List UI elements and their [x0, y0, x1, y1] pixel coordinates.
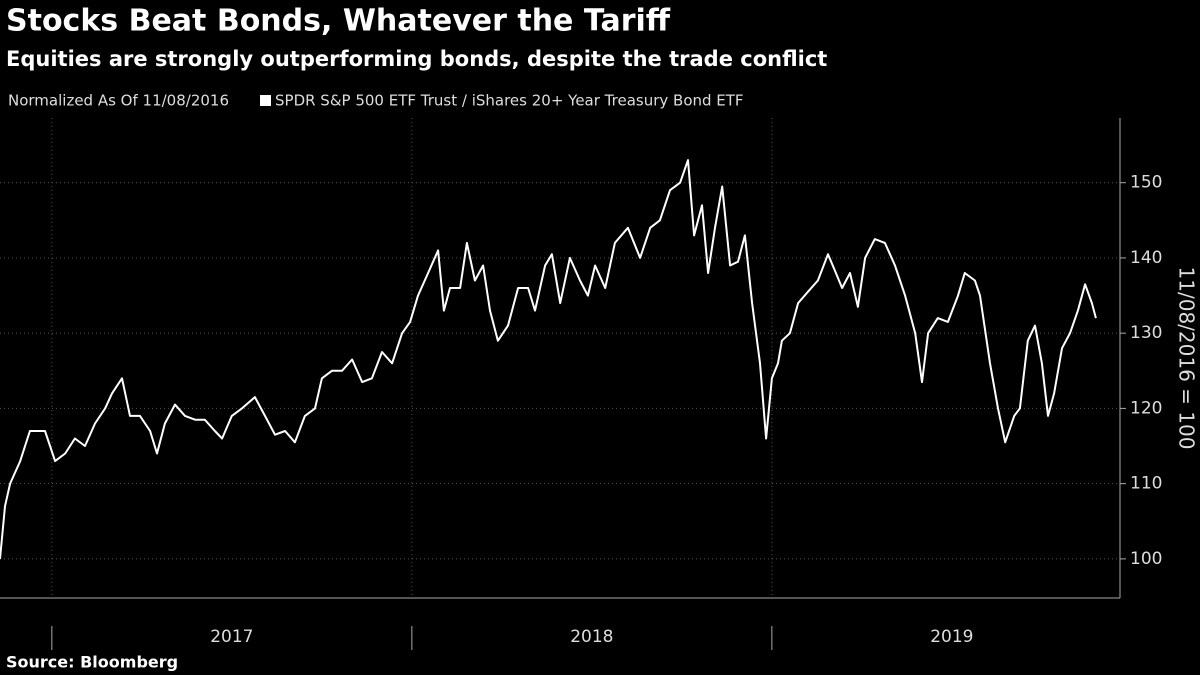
legend-swatch — [260, 95, 271, 106]
chart-subtitle: Equities are strongly outperforming bond… — [6, 47, 827, 71]
x-tick-label: 2018 — [570, 627, 613, 647]
chart-title: Stocks Beat Bonds, Whatever the Tariff — [6, 4, 671, 39]
x-tick-label: 2019 — [930, 627, 973, 647]
y-tick-label: 130 — [1130, 323, 1162, 343]
y-tick-label: 140 — [1130, 248, 1162, 268]
x-tick-label: 2017 — [210, 627, 253, 647]
line — [0, 159, 1097, 559]
source: Source: Bloomberg — [6, 653, 178, 672]
y-tick-label: 100 — [1130, 549, 1162, 569]
y-tick-label: 120 — [1130, 398, 1162, 418]
note: Normalized As Of 11/08/2016 — [8, 92, 229, 110]
y-tick-label: 150 — [1130, 173, 1162, 193]
y-tick-label: 110 — [1130, 474, 1162, 494]
legend-label: SPDR S&P 500 ETF Trust / iShares 20+ Yea… — [275, 92, 744, 110]
y-axis-label: 11/08/2016 = 100 — [1175, 267, 1199, 450]
